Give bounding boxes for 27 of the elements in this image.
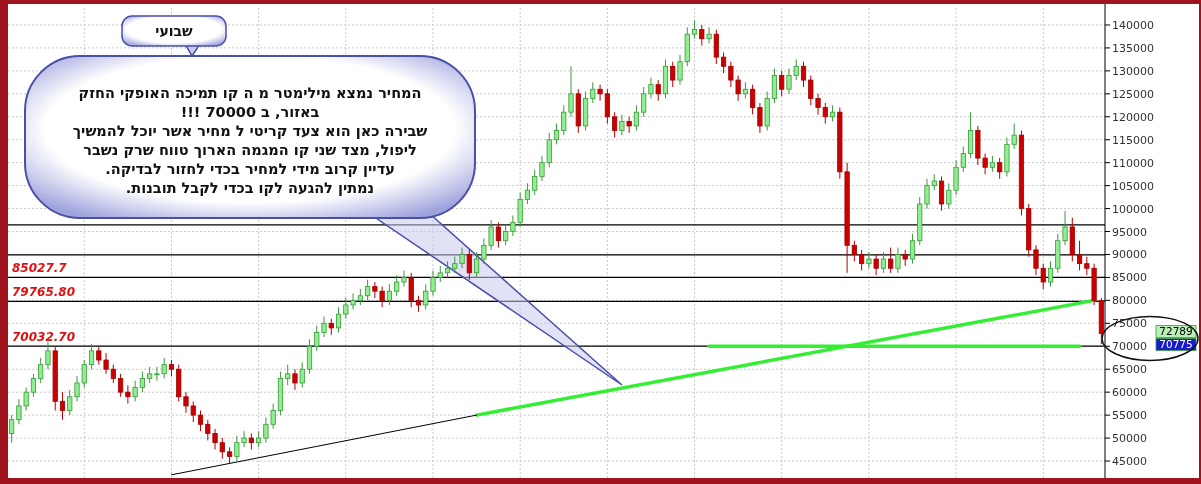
- y-tick-label: 75000: [1112, 317, 1147, 331]
- y-tick-label: 90000: [1112, 248, 1147, 262]
- ref-line-label: 70032.70: [12, 330, 76, 345]
- annotation: שבועי: [155, 23, 194, 39]
- y-tick-label: 85000: [1112, 271, 1147, 285]
- ref-line-label: 79765.80: [12, 285, 76, 300]
- y-tick-label: 50000: [1112, 432, 1147, 446]
- y-tick-label: 125000: [1112, 87, 1154, 101]
- y-tick-label: 135000: [1112, 41, 1154, 55]
- ref-line-label: 85027.7: [12, 261, 68, 276]
- y-tick-label: 115000: [1112, 133, 1154, 147]
- y-tick-label: 80000: [1112, 294, 1147, 308]
- text: 72789: [1159, 325, 1193, 338]
- y-tick-label: 120000: [1112, 110, 1154, 124]
- annotation: המחיר נמצא מילימטר מ ה קו תמיכה האופקי החזק באזור, ב 70000 !!! שבירה כאן הוא צעד קריטי ל מחיר אשר יוכל להמשיך ליפול, מצד שני קו המגמה הארוך טווח שרק נשבר עדיין קרוב מידי למחיר בכדי לחזור לבדיקה. נמתין להגעה לקו בכדי לקבל תובנות.: [72, 85, 428, 196]
- y-tick-label: 100000: [1112, 202, 1154, 216]
- y-tick-label: 95000: [1112, 225, 1147, 239]
- y-tick-label: 60000: [1112, 386, 1147, 400]
- y-tick-label: 55000: [1112, 409, 1147, 423]
- y-tick-label: 65000: [1112, 363, 1147, 377]
- y-tick-label: 45000: [1112, 455, 1147, 469]
- y-tick-label: 110000: [1112, 156, 1154, 170]
- y-tick-label: 70000: [1112, 340, 1147, 354]
- y-tick-label: 140000: [1112, 18, 1154, 32]
- text: 70775: [1159, 338, 1193, 351]
- y-tick-label: 130000: [1112, 64, 1154, 78]
- y-tick-label: 105000: [1112, 179, 1154, 193]
